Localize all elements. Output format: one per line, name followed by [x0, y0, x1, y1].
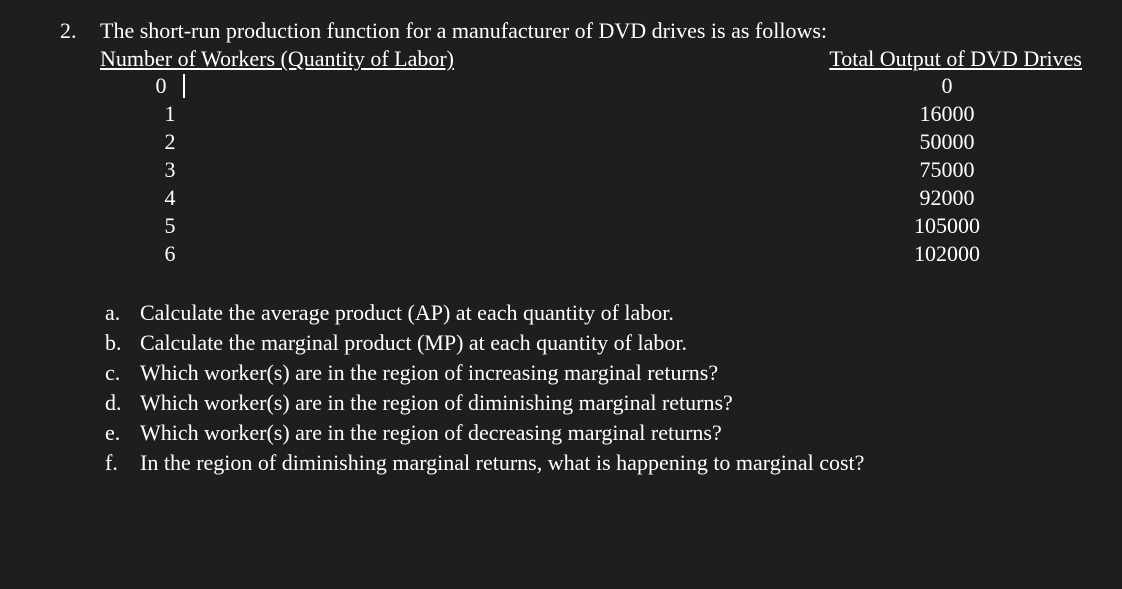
question-block: 2. The short-run production function for…	[60, 18, 1082, 478]
table-row: 6	[100, 240, 440, 268]
sub-question-letter: c.	[100, 358, 140, 388]
workers-cell: 2	[100, 128, 240, 156]
document-page: 2. The short-run production function for…	[0, 0, 1122, 478]
text-cursor-icon	[183, 74, 185, 98]
sub-question-text: Which worker(s) are in the region of dim…	[140, 388, 1082, 418]
output-cell: 92000	[812, 184, 1082, 212]
sub-question-item: f.In the region of diminishing marginal …	[100, 448, 1082, 478]
sub-question-text: Calculate the marginal product (MP) at e…	[140, 328, 1082, 358]
table-headers-row: Number of Workers (Quantity of Labor) To…	[100, 46, 1082, 72]
sub-question-letter: e.	[100, 418, 140, 448]
output-cell: 75000	[812, 156, 1082, 184]
table-row: 0	[100, 72, 440, 100]
column-output: 016000500007500092000105000102000	[812, 72, 1082, 268]
sub-question-letter: f.	[100, 448, 140, 478]
workers-cell: 6	[100, 240, 240, 268]
sub-question-text: Calculate the average product (AP) at ea…	[140, 298, 1082, 328]
table-row: 5	[100, 212, 440, 240]
question-number: 2.	[60, 18, 100, 44]
workers-cell: 3	[100, 156, 240, 184]
sub-question-item: e.Which worker(s) are in the region of d…	[100, 418, 1082, 448]
sub-question-text: Which worker(s) are in the region of dec…	[140, 418, 1082, 448]
sub-question-item: b.Calculate the marginal product (MP) at…	[100, 328, 1082, 358]
output-cell: 0	[812, 72, 1082, 100]
sub-question-text: Which worker(s) are in the region of inc…	[140, 358, 1082, 388]
table-row: 2	[100, 128, 440, 156]
workers-cell: 1	[100, 100, 240, 128]
sub-question-letter: b.	[100, 328, 140, 358]
sub-question-item: d.Which worker(s) are in the region of d…	[100, 388, 1082, 418]
output-cell: 102000	[812, 240, 1082, 268]
workers-cell: 4	[100, 184, 240, 212]
production-table: 0123456 01600050000750009200010500010200…	[100, 72, 1082, 268]
output-cell: 105000	[812, 212, 1082, 240]
question-intro-text: The short-run production function for a …	[100, 18, 1082, 44]
table-row: 3	[100, 156, 440, 184]
sub-question-text: In the region of diminishing marginal re…	[140, 448, 1082, 478]
column-workers: 0123456	[100, 72, 440, 268]
table-row: 1	[100, 100, 440, 128]
column-header-right: Total Output of DVD Drives	[829, 46, 1082, 72]
column-header-left: Number of Workers (Quantity of Labor)	[100, 46, 454, 72]
sub-question-letter: d.	[100, 388, 140, 418]
question-body: The short-run production function for a …	[100, 18, 1082, 478]
sub-question-item: a.Calculate the average product (AP) at …	[100, 298, 1082, 328]
sub-question-letter: a.	[100, 298, 140, 328]
output-cell: 16000	[812, 100, 1082, 128]
sub-question-item: c.Which worker(s) are in the region of i…	[100, 358, 1082, 388]
table-row: 4	[100, 184, 440, 212]
output-cell: 50000	[812, 128, 1082, 156]
workers-cell: 0	[100, 72, 240, 100]
sub-question-list: a.Calculate the average product (AP) at …	[100, 298, 1082, 478]
workers-cell: 5	[100, 212, 240, 240]
